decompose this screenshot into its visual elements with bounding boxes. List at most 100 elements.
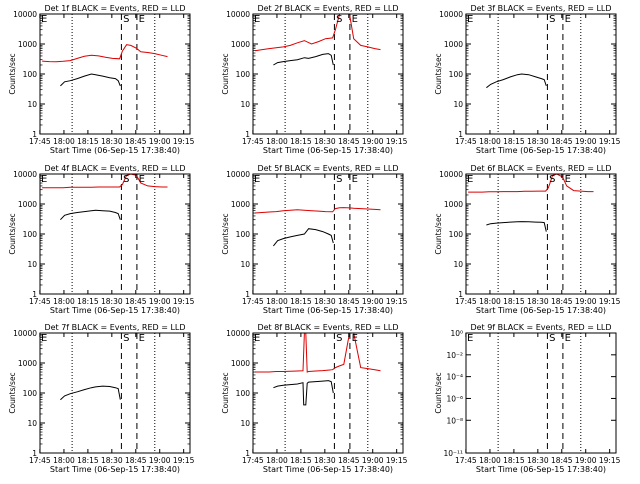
x-tick-label: 18:00 bbox=[479, 456, 501, 465]
marker-label-e: E bbox=[139, 174, 145, 185]
x-tick-label: 18:45 bbox=[551, 297, 573, 306]
marker-label-s: S bbox=[549, 333, 555, 344]
plot-frame bbox=[39, 173, 191, 295]
x-tick-label: 17:45 bbox=[29, 297, 51, 306]
x-tick-label: 19:00 bbox=[149, 137, 171, 146]
x-tick-label: 19:00 bbox=[362, 137, 384, 146]
x-tick-label: 19:15 bbox=[173, 297, 195, 306]
y-tick-label: 1000 bbox=[18, 40, 37, 49]
x-tick-label: 19:00 bbox=[362, 456, 384, 465]
marker-label-s: S bbox=[123, 174, 129, 185]
lld-series-line bbox=[255, 13, 381, 52]
x-tick-label: 17:45 bbox=[455, 456, 477, 465]
x-tick-label: 18:15 bbox=[77, 297, 99, 306]
lld-series-line bbox=[468, 173, 594, 193]
x-tick-label: 18:00 bbox=[53, 297, 75, 306]
y-axis-label: Counts/sec bbox=[434, 213, 443, 254]
y-tick-label: 1000 bbox=[231, 40, 250, 49]
x-tick-label: 18:30 bbox=[527, 456, 549, 465]
y-tick-label: 1 bbox=[245, 290, 250, 299]
marker-label-s: S bbox=[336, 14, 342, 25]
x-axis-label: Start Time (06-Sep-15 17:38:40) bbox=[263, 306, 393, 315]
marker-label-e: E bbox=[565, 14, 571, 25]
panel-title: Det 1f BLACK = Events, RED = LLD bbox=[44, 4, 185, 13]
events-series-line bbox=[60, 73, 121, 87]
y-tick-label: 1 bbox=[32, 290, 37, 299]
y-tick-label: 10 bbox=[27, 260, 37, 269]
x-tick-label: 18:30 bbox=[527, 137, 549, 146]
marker-label-e: E bbox=[41, 174, 47, 185]
marker-label-e: E bbox=[254, 333, 260, 344]
panel-title: Det 9f BLACK = Events, RED = LLD bbox=[470, 323, 611, 332]
x-tick-label: 18:45 bbox=[338, 456, 360, 465]
x-tick-label: 18:45 bbox=[338, 137, 360, 146]
x-tick-label: 18:30 bbox=[101, 137, 123, 146]
panel-title: Det 3f BLACK = Events, RED = LLD bbox=[470, 4, 611, 13]
x-tick-label: 19:00 bbox=[575, 137, 597, 146]
y-tick-label: 100 bbox=[236, 389, 251, 398]
y-tick-label: 10000 bbox=[13, 329, 37, 338]
marker-label-e: E bbox=[467, 174, 473, 185]
x-tick-label: 17:45 bbox=[29, 456, 51, 465]
x-tick-label: 18:30 bbox=[527, 297, 549, 306]
y-axis-label: Counts/sec bbox=[8, 372, 17, 413]
x-tick-label: 18:45 bbox=[125, 137, 147, 146]
x-axis-label: Start Time (06-Sep-15 17:38:40) bbox=[263, 465, 393, 474]
lld-series-line bbox=[42, 44, 168, 63]
events-series-line bbox=[273, 380, 334, 406]
marker-label-e: E bbox=[139, 333, 145, 344]
x-tick-label: 18:30 bbox=[101, 297, 123, 306]
x-tick-label: 18:15 bbox=[503, 456, 525, 465]
y-tick-label: 1000 bbox=[444, 40, 463, 49]
y-axis-label: Counts/sec bbox=[8, 213, 17, 254]
x-axis-label: Start Time (06-Sep-15 17:38:40) bbox=[263, 146, 393, 155]
panel-title: Det 2f BLACK = Events, RED = LLD bbox=[257, 4, 398, 13]
x-tick-label: 18:00 bbox=[479, 297, 501, 306]
y-tick-label: 1 bbox=[245, 449, 250, 458]
plot-frame bbox=[252, 332, 404, 454]
events-series-line bbox=[60, 385, 121, 401]
events-series-line bbox=[486, 221, 547, 232]
x-tick-label: 19:00 bbox=[575, 456, 597, 465]
y-tick-label: 1000 bbox=[18, 200, 37, 209]
y-tick-label: 10 bbox=[453, 260, 463, 269]
x-tick-label: 17:45 bbox=[242, 137, 264, 146]
panel-title: Det 6f BLACK = Events, RED = LLD bbox=[470, 164, 611, 173]
x-tick-label: 18:15 bbox=[290, 137, 312, 146]
marker-label-e: E bbox=[565, 174, 571, 185]
panel-title: Det 5f BLACK = Events, RED = LLD bbox=[257, 164, 398, 173]
y-tick-label: 10000 bbox=[439, 170, 463, 179]
x-tick-label: 17:45 bbox=[242, 297, 264, 306]
x-tick-label: 18:00 bbox=[479, 137, 501, 146]
x-tick-label: 19:15 bbox=[386, 456, 408, 465]
x-tick-label: 18:30 bbox=[314, 297, 336, 306]
plot-frame bbox=[252, 13, 404, 135]
marker-label-e: E bbox=[254, 14, 260, 25]
y-axis-label: Counts/sec bbox=[221, 372, 230, 413]
marker-label-e: E bbox=[41, 14, 47, 25]
x-tick-label: 18:45 bbox=[551, 137, 573, 146]
x-tick-label: 19:15 bbox=[386, 137, 408, 146]
y-tick-label: 10000 bbox=[13, 10, 37, 19]
y-tick-label: 100 bbox=[236, 70, 251, 79]
y-tick-label: 10⁻⁶ bbox=[446, 394, 463, 403]
y-tick-label: 100 bbox=[449, 230, 464, 239]
x-axis-label: Start Time (06-Sep-15 17:38:40) bbox=[476, 306, 606, 315]
x-tick-label: 18:15 bbox=[290, 456, 312, 465]
x-tick-label: 18:15 bbox=[77, 456, 99, 465]
y-tick-label: 1 bbox=[32, 130, 37, 139]
x-tick-label: 18:15 bbox=[503, 137, 525, 146]
x-tick-label: 19:15 bbox=[173, 137, 195, 146]
marker-label-e: E bbox=[41, 333, 47, 344]
panel-title: Det 8f BLACK = Events, RED = LLD bbox=[257, 323, 398, 332]
y-tick-label: 100 bbox=[23, 230, 38, 239]
y-tick-label: 10 bbox=[240, 419, 250, 428]
y-axis-label: Counts/sec bbox=[221, 53, 230, 94]
y-axis-label: Counts/sec bbox=[434, 53, 443, 94]
x-tick-label: 18:30 bbox=[314, 137, 336, 146]
